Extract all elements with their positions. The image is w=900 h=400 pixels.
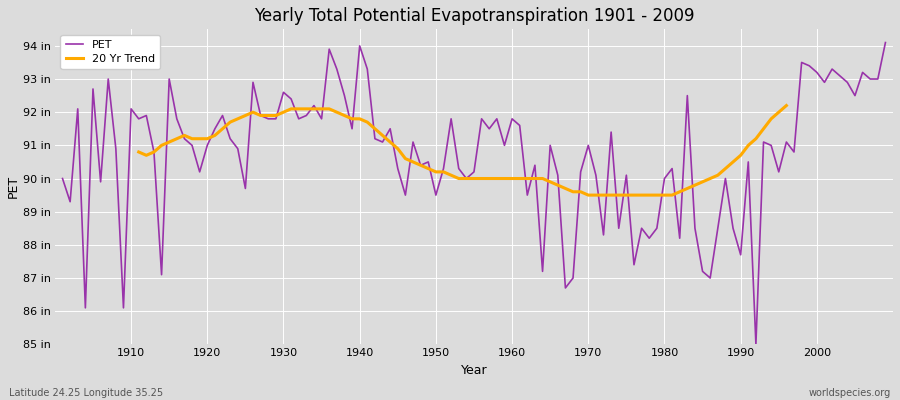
PET xyxy=(880,40,891,45)
PET xyxy=(57,176,68,181)
20 Yr Trend xyxy=(164,140,175,144)
PET xyxy=(507,116,517,121)
PET xyxy=(598,232,609,237)
PET xyxy=(285,96,296,101)
Line: PET: PET xyxy=(62,42,886,344)
Title: Yearly Total Potential Evapotranspiration 1901 - 2009: Yearly Total Potential Evapotranspiratio… xyxy=(254,7,694,25)
20 Yr Trend xyxy=(781,103,792,108)
X-axis label: Year: Year xyxy=(461,364,487,377)
PET xyxy=(500,143,510,148)
20 Yr Trend xyxy=(133,150,144,154)
20 Yr Trend xyxy=(202,136,212,141)
20 Yr Trend xyxy=(689,183,700,188)
Y-axis label: PET: PET xyxy=(7,175,20,198)
20 Yr Trend xyxy=(583,193,594,198)
Legend: PET, 20 Yr Trend: PET, 20 Yr Trend xyxy=(60,35,160,70)
Text: worldspecies.org: worldspecies.org xyxy=(809,388,891,398)
PET xyxy=(751,342,761,347)
Line: 20 Yr Trend: 20 Yr Trend xyxy=(139,106,787,195)
20 Yr Trend xyxy=(148,150,159,154)
PET xyxy=(118,306,129,310)
PET xyxy=(331,67,342,72)
20 Yr Trend xyxy=(636,193,647,198)
20 Yr Trend xyxy=(446,173,456,178)
Text: Latitude 24.25 Longitude 35.25: Latitude 24.25 Longitude 35.25 xyxy=(9,388,163,398)
